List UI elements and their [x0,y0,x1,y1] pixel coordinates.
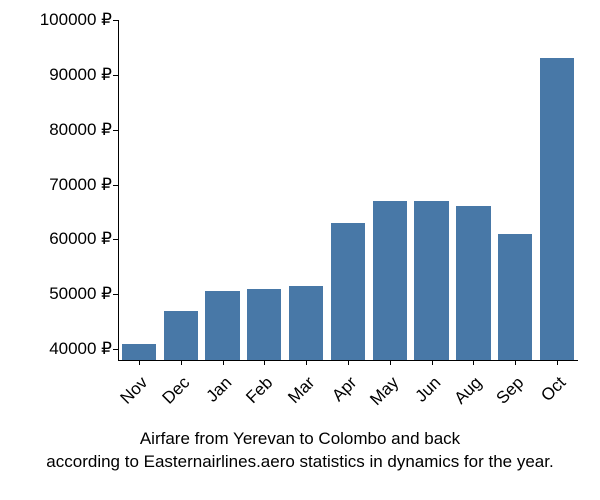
bar [205,291,239,360]
bar [247,289,281,360]
y-tick-label: 90000 ₽ [49,65,112,85]
plot-area [118,20,578,360]
x-tick-mark [473,360,474,365]
airfare-chart: 40000 ₽ 50000 ₽ 60000 ₽ 70000 ₽ 80000 ₽ 90000… [10,10,590,490]
bar [414,201,448,360]
x-tick-mark [306,360,307,365]
bar [289,286,323,360]
x-tick-mark [181,360,182,365]
x-tick-mark [557,360,558,365]
x-tick-label: Sep [489,373,529,413]
bar [122,344,156,360]
y-tick-label: 60000 ₽ [49,229,112,249]
x-tick-label: Nov [112,373,152,413]
bar [331,223,365,360]
x-tick-label: Dec [154,373,194,413]
y-tick-label: 70000 ₽ [49,175,112,195]
y-tick-label: 40000 ₽ [49,339,112,359]
bar [164,311,198,360]
x-tick-mark [139,360,140,365]
x-tick-mark [348,360,349,365]
x-tick-label: Jan [196,373,236,413]
x-tick-mark [432,360,433,365]
x-tick-mark [264,360,265,365]
y-tick-label: 100000 ₽ [40,10,112,30]
x-tick-label: Feb [238,373,278,413]
x-tick-label: Jun [405,373,445,413]
bar [540,58,574,360]
x-tick-label: May [363,373,403,413]
x-tick-mark [390,360,391,365]
x-tick-label: Aug [447,373,487,413]
x-tick-label: Apr [321,373,361,413]
caption-line-2: according to Easternairlines.aero statis… [46,452,553,471]
x-tick-mark [223,360,224,365]
y-tick-label: 50000 ₽ [49,284,112,304]
x-tick-label: Mar [280,373,320,413]
x-tick-mark [515,360,516,365]
bar [498,234,532,360]
x-tick-label: Oct [531,373,571,413]
y-tick-label: 80000 ₽ [49,120,112,140]
bar [456,206,490,360]
bar [373,201,407,360]
caption-line-1: Airfare from Yerevan to Colombo and back [140,429,460,448]
chart-caption: Airfare from Yerevan to Colombo and back… [10,428,590,474]
